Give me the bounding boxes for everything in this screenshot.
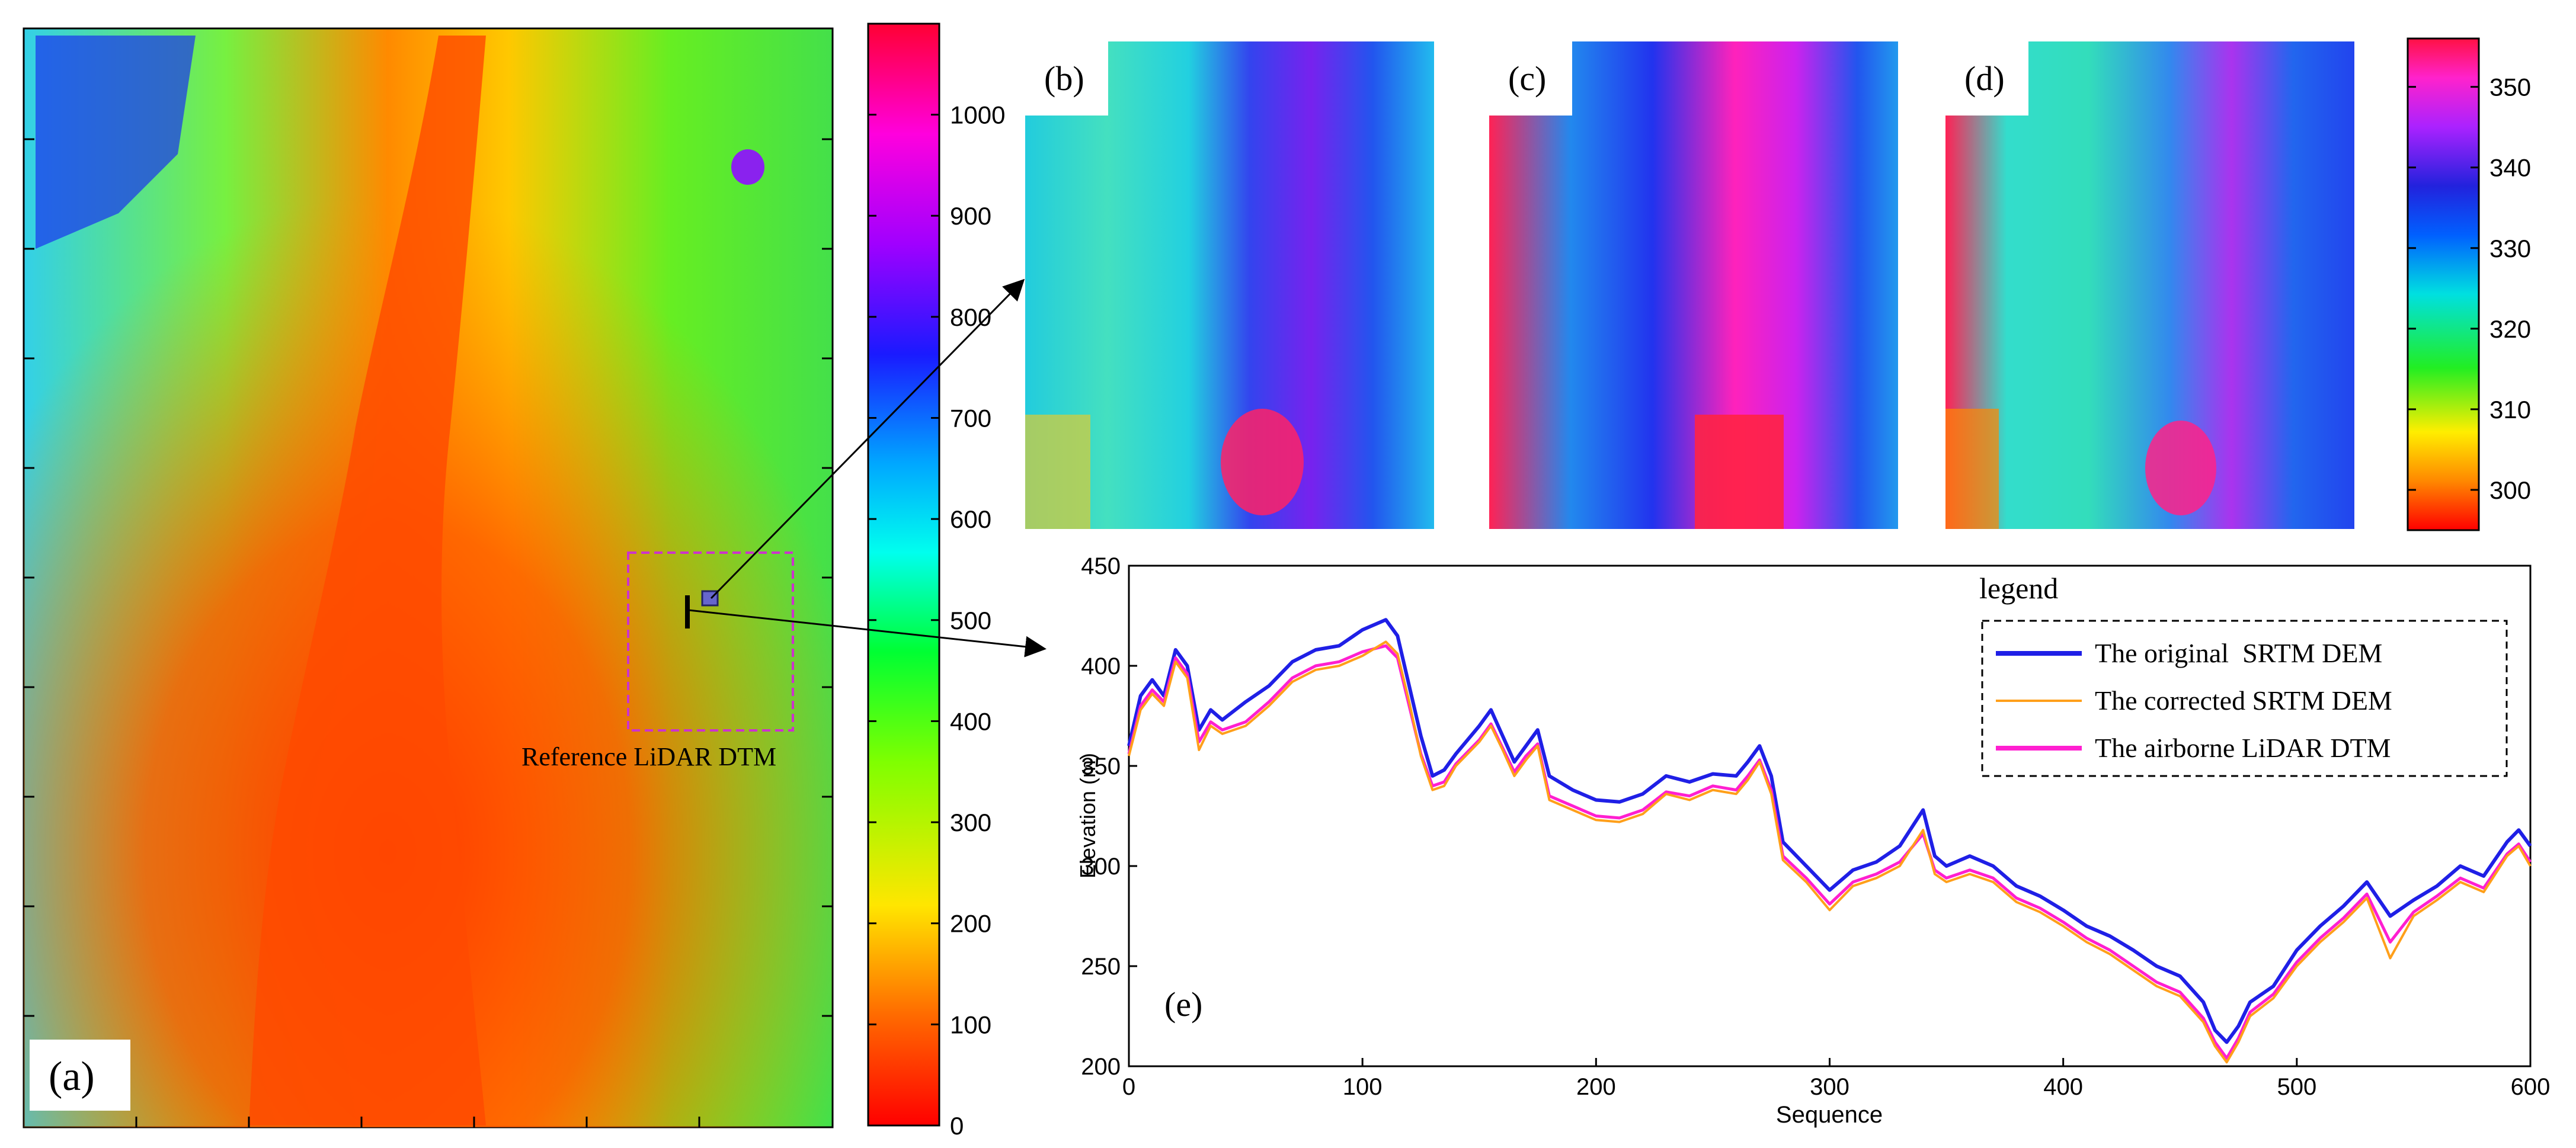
arrow-to-insets xyxy=(710,278,1025,599)
legend-title: legend xyxy=(1979,572,2058,605)
y-tick-label: 200 xyxy=(1081,1054,1121,1080)
colorbar-large-tick-label: 1000 xyxy=(950,101,1005,129)
inset-d-highlight xyxy=(2145,421,2216,515)
y-tick-label: 400 xyxy=(1081,653,1121,679)
y-tick-label: 300 xyxy=(1081,854,1121,880)
legend-label-corrected: The corrected SRTM DEM xyxy=(2095,685,2392,716)
panel-c-label: (c) xyxy=(1508,59,1546,98)
panel-a-label-bg xyxy=(30,1040,130,1111)
panel-d-label: (d) xyxy=(1964,59,2005,98)
panel-b: (b) xyxy=(1025,41,1434,529)
colorbar-large-tick-label: 300 xyxy=(950,809,991,836)
inset-c-highlight xyxy=(1695,415,1784,529)
profile-location-marker xyxy=(685,595,690,628)
chart-lines xyxy=(1127,618,2532,1064)
dem-map-river xyxy=(249,36,486,1125)
y-tick-label: 250 xyxy=(1081,954,1121,980)
y-axis-label: Elevation (m) xyxy=(1076,753,1100,878)
inset-b-lowland xyxy=(1025,415,1090,529)
y-tick-label: 450 xyxy=(1081,553,1121,579)
chart-ticks: 0 100 200 300 400 500 600 200 250 300 350 400 450 xyxy=(1081,553,2550,1100)
colorbar-large-tick-label: 600 xyxy=(950,505,991,533)
arrow-to-profile xyxy=(688,609,1047,658)
x-tick-label: 500 xyxy=(2277,1074,2316,1100)
colorbar-small-ticks: 300 310 320 330 340 350 xyxy=(2408,73,2531,504)
colorbar-small-tick-label: 300 xyxy=(2489,476,2531,504)
colorbar-small-bar xyxy=(2407,37,2480,531)
legend-label-original: The original SRTM DEM xyxy=(2095,638,2382,668)
colorbar-large-tick-label: 100 xyxy=(950,1011,991,1038)
y-tick-label: 350 xyxy=(1081,753,1121,780)
colorbar-large-bar xyxy=(867,23,940,1127)
colorbar-small-tick-label: 350 xyxy=(2489,73,2531,101)
reference-area-box xyxy=(627,551,794,732)
panel-e-label: (e) xyxy=(1164,985,1202,1024)
x-tick-label: 200 xyxy=(1576,1074,1616,1100)
reference-lidar-label: Reference LiDAR DTM xyxy=(521,742,776,771)
panel-c-label-bg xyxy=(1489,41,1572,116)
dem-map-peak xyxy=(731,149,764,185)
dem-map-highland xyxy=(36,36,196,249)
colorbar-large-tick-label: 0 xyxy=(950,1112,964,1140)
panel-a-label: (a) xyxy=(49,1054,95,1099)
x-tick-label: 0 xyxy=(1122,1074,1135,1100)
colorbar-large-tick-label: 400 xyxy=(950,707,991,735)
panel-c: (c) xyxy=(1489,41,1898,529)
colorbar-large-tick-label: 500 xyxy=(950,607,991,634)
series-line-original xyxy=(1127,618,2532,1044)
legend-label-lidar: The airborne LiDAR DTM xyxy=(2095,733,2391,763)
panel-e: 0 100 200 300 400 500 600 200 250 300 350 400 450 El… xyxy=(1076,553,2550,1128)
colorbar-small-tick-label: 320 xyxy=(2489,315,2531,343)
series-line-corrected xyxy=(1128,640,2532,1064)
x-axis-label: Sequence xyxy=(1776,1102,1883,1128)
colorbar-large-tick-label: 700 xyxy=(950,405,991,432)
colorbar-small: 300 310 320 330 340 350 xyxy=(2407,37,2531,531)
inset-c-image xyxy=(1489,41,1898,529)
x-tick-label: 600 xyxy=(2511,1074,2551,1100)
x-tick-label: 300 xyxy=(1810,1074,1849,1100)
colorbar-small-tick-label: 330 xyxy=(2489,235,2531,262)
colorbar-small-tick-label: 310 xyxy=(2489,396,2531,424)
inset-b-highlight xyxy=(1221,409,1304,515)
inset-d-lowland xyxy=(1945,409,1999,529)
series-line-lidar xyxy=(1127,644,2532,1060)
panel-b-label: (b) xyxy=(1044,59,1084,98)
panel-b-label-bg xyxy=(1025,41,1108,116)
colorbar-large-tick-label: 900 xyxy=(950,202,991,230)
panel-d-label-bg xyxy=(1945,41,2028,116)
colorbar-large: 0 100 200 300 400 500 600 700 800 900 1000 xyxy=(867,23,1005,1140)
colorbar-small-tick-label: 340 xyxy=(2489,154,2531,182)
x-tick-label: 400 xyxy=(2043,1074,2083,1100)
colorbar-large-ticks: 0 100 200 300 400 500 600 700 800 900 1000 xyxy=(868,101,1005,1140)
panel-d: (d) xyxy=(1945,41,2354,529)
colorbar-large-tick-label: 800 xyxy=(950,303,991,331)
dem-map-frame-ticks xyxy=(24,138,833,1127)
colorbar-large-tick-label: 200 xyxy=(950,910,991,938)
panel-a: Reference LiDAR DTM (a) xyxy=(23,27,834,1128)
x-tick-label: 100 xyxy=(1343,1074,1383,1100)
